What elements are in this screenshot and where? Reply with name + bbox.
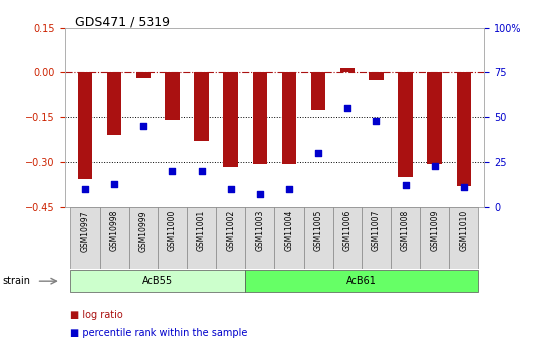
- FancyBboxPatch shape: [362, 207, 391, 269]
- FancyBboxPatch shape: [129, 207, 158, 269]
- Bar: [77, 72, 92, 179]
- Text: strain: strain: [3, 276, 31, 286]
- Text: GSM11000: GSM11000: [168, 210, 177, 252]
- FancyBboxPatch shape: [100, 207, 129, 269]
- Text: GSM10999: GSM10999: [139, 210, 148, 252]
- Text: AcB61: AcB61: [346, 276, 377, 286]
- FancyBboxPatch shape: [70, 207, 100, 269]
- Point: [81, 186, 89, 192]
- Point: [459, 185, 468, 190]
- Text: GSM11004: GSM11004: [285, 210, 293, 252]
- Bar: [107, 72, 122, 135]
- Text: GSM11007: GSM11007: [372, 210, 381, 252]
- FancyBboxPatch shape: [449, 207, 478, 269]
- Bar: [340, 68, 355, 72]
- Point: [256, 192, 264, 197]
- Point: [343, 106, 351, 111]
- Bar: [282, 72, 296, 164]
- Text: AcB55: AcB55: [142, 276, 173, 286]
- Point: [139, 124, 147, 129]
- FancyBboxPatch shape: [245, 270, 478, 292]
- Point: [285, 186, 293, 192]
- Point: [110, 181, 118, 186]
- Text: GSM10997: GSM10997: [81, 210, 89, 252]
- Point: [226, 186, 235, 192]
- Text: GSM11003: GSM11003: [256, 210, 264, 252]
- FancyBboxPatch shape: [187, 207, 216, 269]
- Bar: [165, 72, 180, 120]
- Point: [372, 118, 381, 124]
- Bar: [369, 72, 384, 80]
- Text: GSM10998: GSM10998: [110, 210, 118, 252]
- Text: GSM11005: GSM11005: [314, 210, 323, 252]
- Text: GSM11002: GSM11002: [226, 210, 235, 252]
- Text: GSM11008: GSM11008: [401, 210, 410, 252]
- Text: GSM11001: GSM11001: [197, 210, 206, 252]
- FancyBboxPatch shape: [391, 207, 420, 269]
- Text: GSM11010: GSM11010: [459, 210, 468, 252]
- Bar: [398, 72, 413, 177]
- Point: [168, 168, 176, 174]
- Text: GSM11009: GSM11009: [430, 210, 439, 252]
- Text: ■ log ratio: ■ log ratio: [70, 310, 123, 321]
- Point: [430, 163, 439, 168]
- Point: [197, 168, 206, 174]
- Bar: [311, 72, 325, 110]
- FancyBboxPatch shape: [274, 207, 303, 269]
- Bar: [136, 72, 151, 78]
- Bar: [427, 72, 442, 164]
- FancyBboxPatch shape: [303, 207, 332, 269]
- FancyBboxPatch shape: [245, 207, 274, 269]
- Bar: [223, 72, 238, 167]
- Bar: [252, 72, 267, 164]
- FancyBboxPatch shape: [332, 207, 362, 269]
- Text: ■ percentile rank within the sample: ■ percentile rank within the sample: [70, 328, 247, 338]
- Bar: [457, 72, 471, 186]
- FancyBboxPatch shape: [420, 207, 449, 269]
- Point: [401, 183, 410, 188]
- Text: GDS471 / 5319: GDS471 / 5319: [75, 16, 171, 29]
- FancyBboxPatch shape: [70, 270, 245, 292]
- Bar: [194, 72, 209, 141]
- FancyBboxPatch shape: [216, 207, 245, 269]
- Point: [314, 150, 322, 156]
- Text: GSM11006: GSM11006: [343, 210, 352, 252]
- FancyBboxPatch shape: [158, 207, 187, 269]
